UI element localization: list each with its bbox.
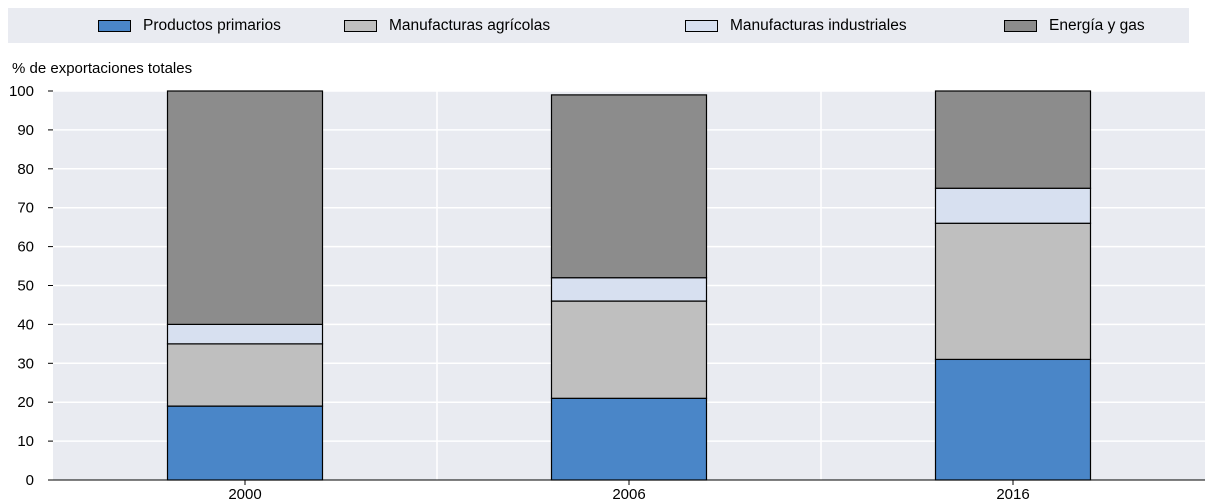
y-tick-label: 100 xyxy=(9,83,34,100)
bar-2016-series-3 xyxy=(934,90,1092,189)
y-tick-label: 20 xyxy=(17,394,34,411)
bar-2000-series-2 xyxy=(166,323,324,345)
x-tick-label-2016: 2016 xyxy=(996,486,1029,503)
legend-label-manufacturas-industriales: Manufacturas industriales xyxy=(730,17,907,34)
x-axis-ticks: 2000 2006 2016 xyxy=(228,480,1030,503)
legend-swatch-manufacturas-industriales xyxy=(685,20,718,32)
bars xyxy=(166,90,1092,481)
y-tick-label: 80 xyxy=(17,161,34,178)
y-tick-label: 60 xyxy=(17,239,34,256)
bar-2006-series-3 xyxy=(550,94,708,279)
chart-legend: Productos primarios Manufacturas agrícol… xyxy=(8,8,1189,43)
bar-2006-series-2 xyxy=(550,277,708,302)
y-axis-title: % de exportaciones totales xyxy=(12,60,193,77)
y-axis-ticks: 0 10 20 30 40 50 60 70 80 90 100 xyxy=(9,83,53,489)
legend-swatch-manufacturas-agricolas xyxy=(344,20,377,32)
y-tick-label: 40 xyxy=(17,316,34,333)
y-tick-label: 0 xyxy=(26,472,34,489)
legend-swatch-productos-primarios xyxy=(98,20,131,32)
x-tick-label-2006: 2006 xyxy=(612,486,645,503)
y-tick-label: 30 xyxy=(17,355,34,372)
bar-2000-series-1 xyxy=(166,343,324,407)
bar-2016-series-1 xyxy=(934,222,1092,361)
legend-label-energia-y-gas: Energía y gas xyxy=(1049,17,1145,34)
legend-item-productos-primarios: Productos primarios xyxy=(98,17,281,35)
bar-2000-series-0 xyxy=(166,405,324,481)
legend-label-productos-primarios: Productos primarios xyxy=(143,17,281,34)
legend-label-manufacturas-agricolas: Manufacturas agrícolas xyxy=(389,17,551,34)
x-tick-label-2000: 2000 xyxy=(228,486,261,503)
y-tick-label: 10 xyxy=(17,433,34,450)
bar-2006-series-0 xyxy=(550,397,708,481)
y-tick-label: 50 xyxy=(17,278,34,295)
y-tick-label: 90 xyxy=(17,122,34,139)
legend-item-manufacturas-agricolas: Manufacturas agrícolas xyxy=(344,17,550,35)
bar-2016-series-2 xyxy=(934,187,1092,224)
y-tick-label: 70 xyxy=(17,200,34,217)
legend-item-energia-y-gas: Energía y gas xyxy=(1004,17,1145,35)
legend-item-manufacturas-industriales: Manufacturas industriales xyxy=(685,17,907,35)
legend-swatch-energia-y-gas xyxy=(1004,20,1037,32)
bar-2016-series-0 xyxy=(934,358,1092,481)
bar-2006-series-1 xyxy=(550,300,708,399)
bar-2000-series-3 xyxy=(166,90,324,325)
